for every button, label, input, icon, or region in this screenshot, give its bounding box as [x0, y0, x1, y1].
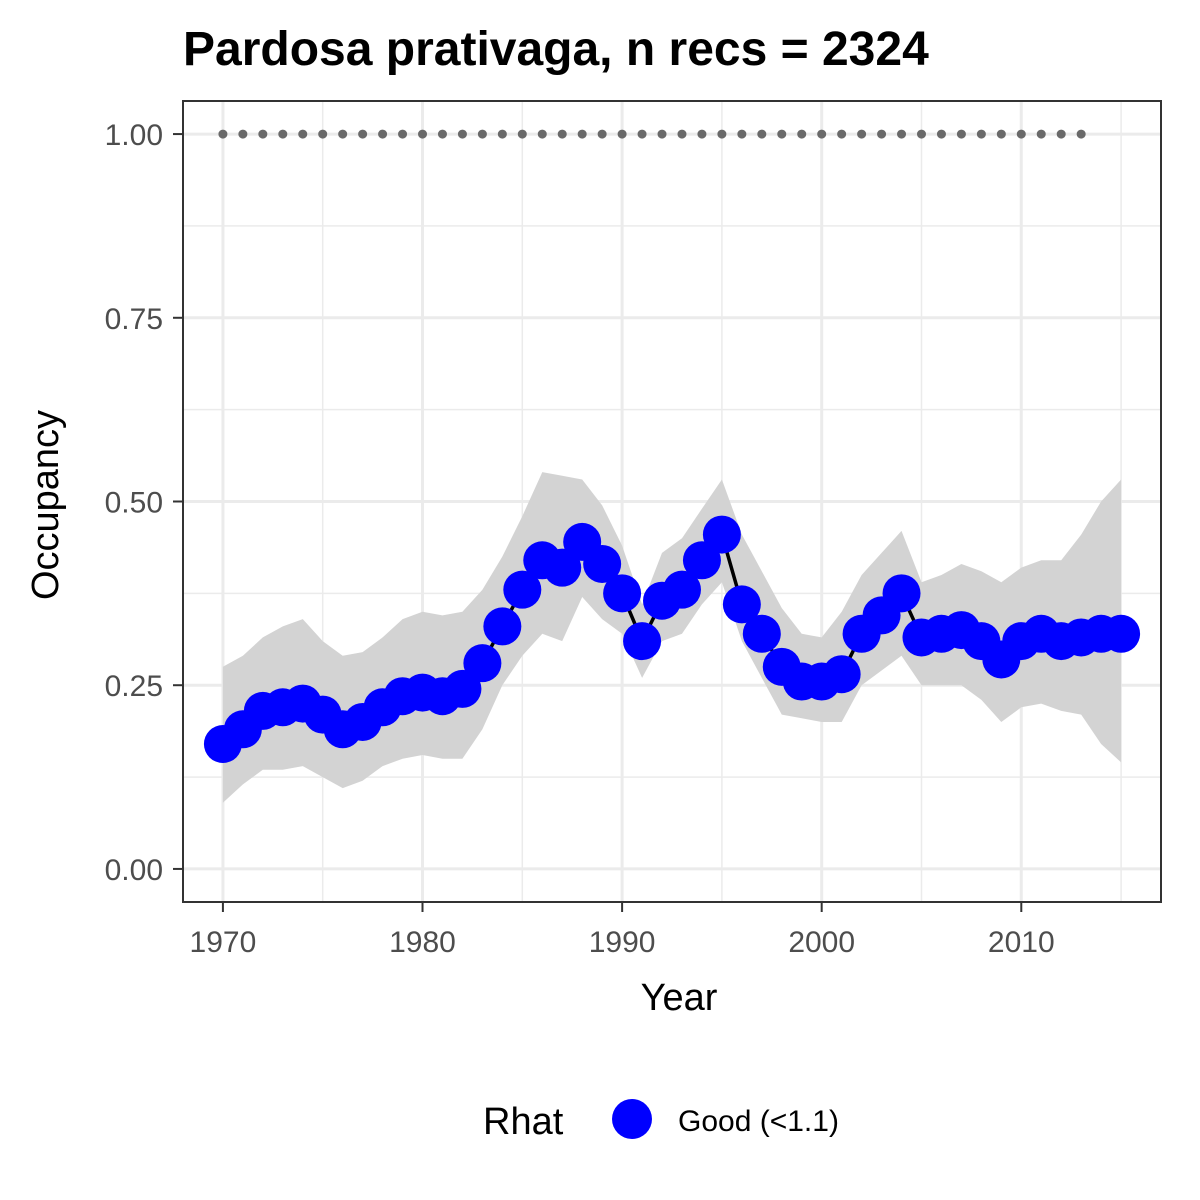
- data-point: [503, 570, 542, 609]
- y-axis-title: Occupancy: [25, 410, 67, 600]
- data-point: [1102, 614, 1141, 653]
- occupancy-points: [203, 515, 1141, 764]
- reference-point: [537, 129, 547, 139]
- reference-point: [617, 129, 627, 139]
- reference-point: [996, 129, 1006, 139]
- reference-point: [238, 129, 248, 139]
- legend-title: Rhat: [483, 1101, 564, 1143]
- x-axis-title: Year: [641, 977, 718, 1019]
- ribbon-area: [222, 472, 1122, 803]
- confidence-ribbon: [222, 472, 1122, 803]
- reference-point: [298, 129, 308, 139]
- reference-point: [737, 129, 747, 139]
- legend-label-good: Good (<1.1): [678, 1105, 839, 1138]
- reference-point: [218, 129, 228, 139]
- data-point: [722, 585, 761, 624]
- x-tick-label: 1980: [389, 926, 456, 959]
- reference-point: [577, 129, 587, 139]
- reference-point: [1056, 129, 1066, 139]
- reference-point: [278, 129, 288, 139]
- reference-point: [378, 129, 388, 139]
- data-point: [483, 607, 522, 646]
- y-tick-label: 0.25: [105, 670, 163, 703]
- legend-key-good: [612, 1099, 652, 1139]
- reference-point: [398, 129, 408, 139]
- data-point: [822, 655, 861, 694]
- reference-point: [418, 129, 428, 139]
- data-point: [543, 548, 582, 587]
- legend: Rhat Good (<1.1): [483, 1099, 839, 1143]
- reference-point: [897, 129, 907, 139]
- reference-point: [817, 129, 827, 139]
- reference-point: [318, 129, 328, 139]
- reference-point: [497, 129, 507, 139]
- x-tick-label: 2000: [788, 926, 855, 959]
- reference-point: [717, 129, 727, 139]
- reference-point: [797, 129, 807, 139]
- y-tick-label: 0.75: [105, 303, 163, 336]
- reference-point: [936, 129, 946, 139]
- reference-point: [757, 129, 767, 139]
- reference-point: [477, 129, 487, 139]
- reference-point: [916, 129, 926, 139]
- reference-point: [1076, 129, 1086, 139]
- reference-point: [437, 129, 447, 139]
- reference-point: [1036, 129, 1046, 139]
- reference-point: [258, 129, 268, 139]
- data-point: [742, 614, 781, 653]
- reference-point: [358, 129, 368, 139]
- data-point: [882, 574, 921, 613]
- data-point: [443, 669, 482, 708]
- reference-point: [877, 129, 887, 139]
- y-tick-label: 0.50: [105, 487, 163, 520]
- reference-point: [956, 129, 966, 139]
- reference-point: [697, 129, 707, 139]
- reference-points: [218, 129, 1086, 139]
- data-point: [623, 622, 662, 661]
- reference-point: [777, 129, 787, 139]
- y-tick-label: 0.00: [105, 854, 163, 887]
- x-tick-label: 1990: [589, 926, 656, 959]
- y-axis: 0.00 0.25 0.50 0.75 1.00: [105, 119, 183, 887]
- y-tick-label: 1.00: [105, 119, 163, 152]
- chart-title: Pardosa prativaga, n recs = 2324: [183, 23, 929, 76]
- data-point: [583, 544, 622, 583]
- x-tick-label: 1970: [190, 926, 257, 959]
- reference-point: [338, 129, 348, 139]
- reference-point: [457, 129, 467, 139]
- reference-point: [857, 129, 867, 139]
- reference-point: [557, 129, 567, 139]
- data-point: [682, 541, 721, 580]
- data-point: [662, 570, 701, 609]
- reference-point: [657, 129, 667, 139]
- data-point: [463, 644, 502, 683]
- reference-point: [637, 129, 647, 139]
- major-gridlines: [183, 101, 1161, 902]
- reference-point: [1016, 129, 1026, 139]
- reference-point: [837, 129, 847, 139]
- reference-point: [597, 129, 607, 139]
- x-tick-label: 2010: [988, 926, 1055, 959]
- reference-point: [976, 129, 986, 139]
- reference-point: [677, 129, 687, 139]
- data-point: [702, 515, 741, 554]
- data-point: [603, 574, 642, 613]
- reference-point: [517, 129, 527, 139]
- x-axis: 1970 1980 1990 2000 2010: [190, 902, 1055, 959]
